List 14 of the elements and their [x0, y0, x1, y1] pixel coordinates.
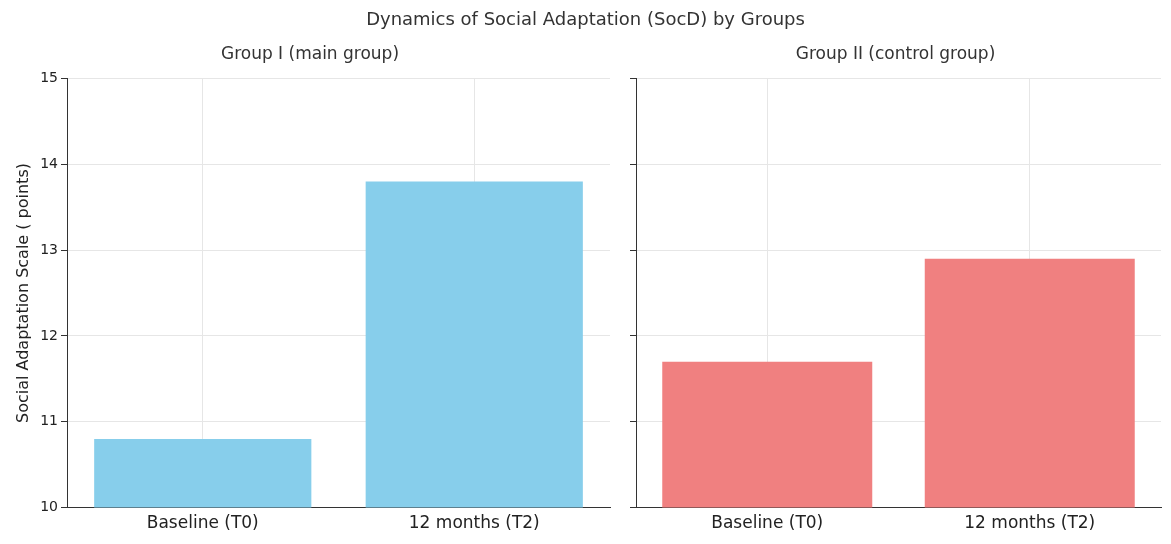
x-tick-label: Baseline (T0) — [711, 512, 824, 533]
y-tick-label: 11 — [40, 412, 59, 429]
y-tick-label: 10 — [40, 498, 59, 515]
x-tick-label: Baseline (T0) — [146, 512, 259, 533]
x-tick-label: 12 months (T2) — [964, 512, 1096, 533]
x-tick-label: 12 months (T2) — [408, 512, 540, 533]
y-axis-title: Social Adaptation Scale ( points) — [12, 163, 32, 423]
text: Dynamics of Social Adaptation (SocD) by Groups — [365, 8, 806, 29]
y-tick-label: 13 — [40, 240, 59, 257]
chart-title: Group II (control group) — [795, 42, 996, 63]
y-tick-label: 12 — [40, 326, 59, 343]
y-tick-label: 15 — [40, 69, 59, 86]
chart-title: Group I (main group) — [220, 42, 400, 63]
y-tick-label: 14 — [40, 154, 59, 171]
